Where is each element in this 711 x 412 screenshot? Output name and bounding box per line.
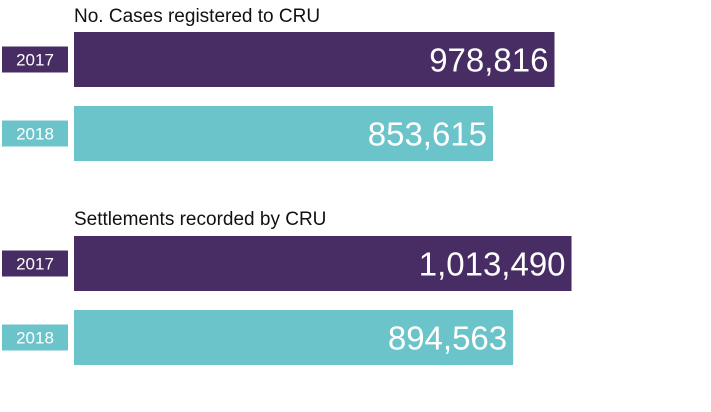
year-label-2018: 2018 <box>16 125 54 144</box>
year-label-2018: 2018 <box>16 329 54 348</box>
year-label-box-2018 <box>2 324 68 351</box>
year-label-box-2017 <box>2 46 68 73</box>
year-label-2017: 2017 <box>16 255 54 274</box>
value-label-2018: 894,563 <box>388 320 507 357</box>
value-label-2017: 1,013,490 <box>419 246 566 283</box>
value-label-2017: 978,816 <box>429 42 548 79</box>
value-label-2018: 853,615 <box>368 116 487 153</box>
chart-title-settlements: Settlements recorded by CRU <box>74 209 326 230</box>
year-label-box-2018 <box>2 120 68 147</box>
bar-2017 <box>74 236 572 291</box>
bar-2018 <box>74 310 514 365</box>
chart-title-cases: No. Cases registered to CRU <box>74 6 320 27</box>
year-label-box-2017 <box>2 250 68 277</box>
bar-2018 <box>74 106 494 161</box>
chart-panel-settlements: Settlements recorded by CRU 2017 1,013,49… <box>2 209 572 365</box>
bar-2017 <box>74 32 555 87</box>
year-label-2017: 2017 <box>16 51 54 70</box>
chart-panel-cases: No. Cases registered to CRU 2017 978,816 2… <box>2 6 555 161</box>
